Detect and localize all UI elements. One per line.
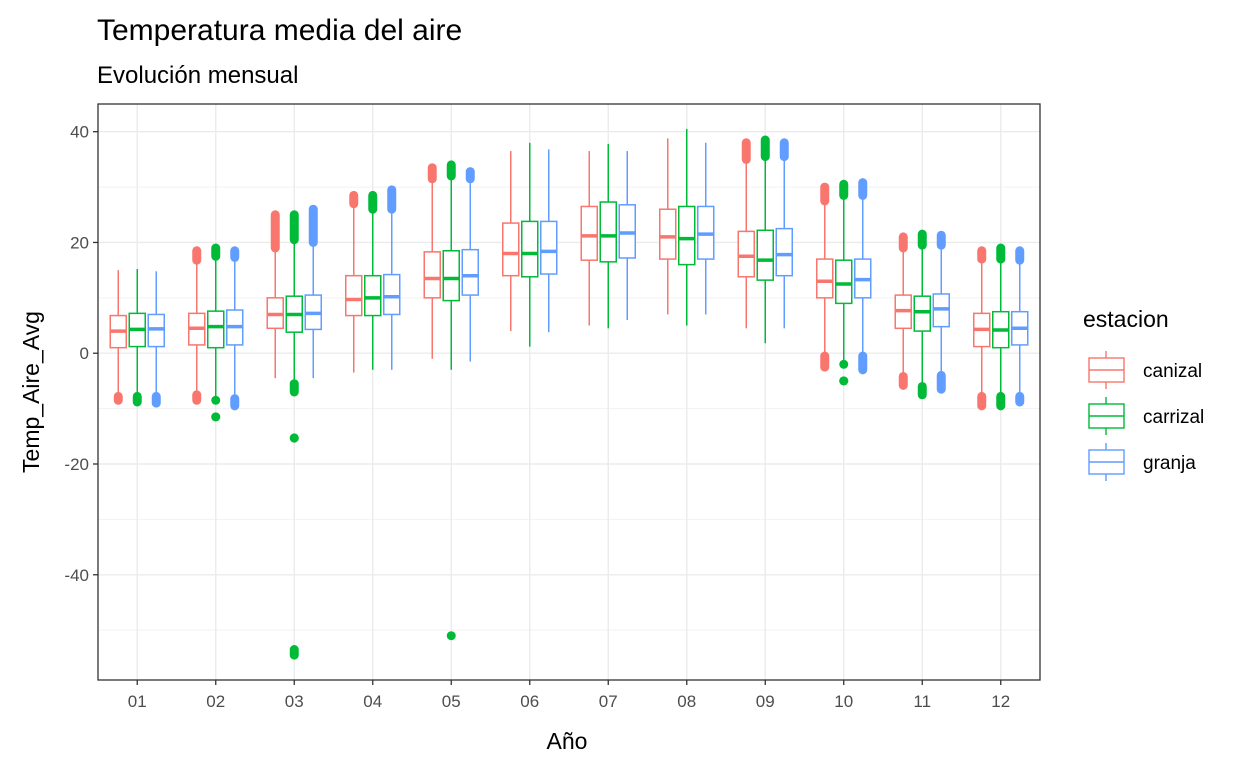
panel-border xyxy=(97,103,1041,681)
x-tick-label: 05 xyxy=(442,692,461,711)
box-iqr xyxy=(383,273,401,316)
x-tick-label: 07 xyxy=(599,692,618,711)
box-granja-06 xyxy=(540,149,558,333)
box-granja-11 xyxy=(932,230,950,394)
x-tick-label: 01 xyxy=(128,692,147,711)
box-granja-01 xyxy=(147,271,165,408)
x-tick-label: 08 xyxy=(677,692,696,711)
box-iqr xyxy=(835,259,853,305)
box-iqr xyxy=(540,220,558,275)
box-granja-10 xyxy=(854,178,872,375)
box-granja-12 xyxy=(1011,246,1029,407)
x-tick-label: 10 xyxy=(834,692,853,711)
box-iqr xyxy=(580,205,598,261)
box-granja-05 xyxy=(461,167,479,362)
box-canizal-04 xyxy=(345,190,363,373)
box-iqr xyxy=(659,208,677,260)
legend-item-canizal: canizal xyxy=(1088,351,1202,389)
box-carrizal-05 xyxy=(442,160,460,641)
y-axis-title: Temp_Aire_Avg xyxy=(18,311,44,473)
box-carrizal-10 xyxy=(835,179,853,386)
chart-subtitle: Evolución mensual xyxy=(97,62,298,89)
chart-title: Temperatura media del aire xyxy=(97,14,462,47)
box-canizal-12 xyxy=(973,246,991,411)
box-canizal-10 xyxy=(816,182,834,372)
x-tick-label: 03 xyxy=(285,692,304,711)
axis-layer: -40 -20 0 20 40 01 02 03 04 05 06 07 08 09 10 11 12 xyxy=(64,123,1010,711)
x-axis-title: Año xyxy=(547,728,588,754)
box-carrizal-08 xyxy=(678,128,696,326)
box-iqr xyxy=(737,230,755,278)
box-granja-02 xyxy=(226,246,244,411)
box-iqr xyxy=(521,220,539,278)
legend-item-granja: granja xyxy=(1088,443,1196,481)
box-carrizal-12 xyxy=(992,243,1010,411)
legend-label: canizal xyxy=(1143,361,1202,382)
box-granja-04 xyxy=(383,185,401,370)
x-tick-label: 11 xyxy=(913,692,931,711)
box-canizal-11 xyxy=(894,232,912,390)
box-carrizal-11 xyxy=(913,229,931,400)
legend-label: granja xyxy=(1143,453,1196,474)
box-canizal-06 xyxy=(502,151,520,332)
box-carrizal-06 xyxy=(521,142,539,347)
box-iqr xyxy=(816,258,834,299)
legend: canizal carrizal granja xyxy=(1088,351,1204,481)
box-iqr xyxy=(502,222,520,277)
box-canizal-08 xyxy=(659,138,677,315)
box-carrizal-01 xyxy=(128,269,146,407)
y-tick-label: 0 xyxy=(80,344,89,363)
y-tick-label: -20 xyxy=(64,455,89,474)
box-iqr xyxy=(345,274,363,317)
box-iqr xyxy=(678,205,696,266)
box-iqr xyxy=(423,251,441,299)
box-iqr xyxy=(364,274,382,317)
y-tick-label: -40 xyxy=(64,566,89,585)
box-granja-03 xyxy=(304,204,322,379)
box-iqr xyxy=(461,248,479,296)
box-iqr xyxy=(599,201,617,263)
legend-title: estacion xyxy=(1083,306,1169,332)
outlier-far xyxy=(839,376,849,386)
box-layer xyxy=(109,128,1029,660)
box-canizal-02 xyxy=(188,246,206,405)
box-carrizal-03 xyxy=(285,210,303,660)
box-carrizal-07 xyxy=(599,143,617,329)
box-iqr xyxy=(207,310,225,349)
legend-item-carrizal: carrizal xyxy=(1088,397,1204,435)
y-tick-label: 40 xyxy=(70,123,89,142)
box-carrizal-09 xyxy=(756,135,774,344)
box-carrizal-04 xyxy=(364,190,382,370)
x-tick-label: 02 xyxy=(206,692,225,711)
x-tick-label: 06 xyxy=(520,692,539,711)
box-carrizal-02 xyxy=(207,243,225,422)
legend-label: carrizal xyxy=(1143,407,1204,428)
box-canizal-01 xyxy=(109,270,127,405)
x-tick-label: 12 xyxy=(991,692,1010,711)
y-tick-label: 20 xyxy=(70,233,89,252)
box-canizal-09 xyxy=(737,138,755,329)
x-tick-label: 04 xyxy=(363,692,382,711)
box-granja-09 xyxy=(775,138,793,329)
box-iqr xyxy=(775,227,793,277)
box-canizal-07 xyxy=(580,151,598,326)
box-iqr xyxy=(442,250,460,302)
box-granja-07 xyxy=(618,151,636,320)
box-iqr xyxy=(756,229,774,281)
x-tick-label: 09 xyxy=(756,692,775,711)
box-granja-08 xyxy=(697,142,715,315)
outlier-far xyxy=(211,412,221,422)
outlier-far xyxy=(289,433,299,443)
box-iqr xyxy=(913,295,931,332)
box-canizal-03 xyxy=(266,210,284,379)
box-canizal-05 xyxy=(423,163,441,359)
